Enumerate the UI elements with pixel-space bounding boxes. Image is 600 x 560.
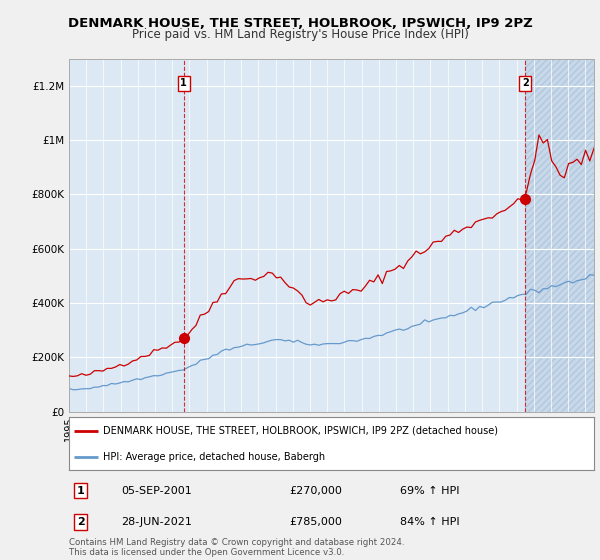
Text: £785,000: £785,000 bbox=[290, 517, 343, 527]
Text: DENMARK HOUSE, THE STREET, HOLBROOK, IPSWICH, IP9 2PZ: DENMARK HOUSE, THE STREET, HOLBROOK, IPS… bbox=[68, 17, 532, 30]
Text: 2: 2 bbox=[522, 78, 529, 88]
Text: £270,000: £270,000 bbox=[290, 486, 343, 496]
Text: Contains HM Land Registry data © Crown copyright and database right 2024.
This d: Contains HM Land Registry data © Crown c… bbox=[69, 538, 404, 557]
Text: Price paid vs. HM Land Registry's House Price Index (HPI): Price paid vs. HM Land Registry's House … bbox=[131, 28, 469, 41]
Text: HPI: Average price, detached house, Babergh: HPI: Average price, detached house, Babe… bbox=[103, 452, 325, 462]
Text: 1: 1 bbox=[181, 78, 187, 88]
Text: 2: 2 bbox=[77, 517, 85, 527]
Text: 05-SEP-2001: 05-SEP-2001 bbox=[121, 486, 192, 496]
Bar bbox=[525, 59, 594, 412]
Text: DENMARK HOUSE, THE STREET, HOLBROOK, IPSWICH, IP9 2PZ (detached house): DENMARK HOUSE, THE STREET, HOLBROOK, IPS… bbox=[103, 426, 498, 436]
Text: 84% ↑ HPI: 84% ↑ HPI bbox=[400, 517, 460, 527]
Text: 69% ↑ HPI: 69% ↑ HPI bbox=[400, 486, 459, 496]
Text: 28-JUN-2021: 28-JUN-2021 bbox=[121, 517, 193, 527]
Text: 1: 1 bbox=[77, 486, 85, 496]
